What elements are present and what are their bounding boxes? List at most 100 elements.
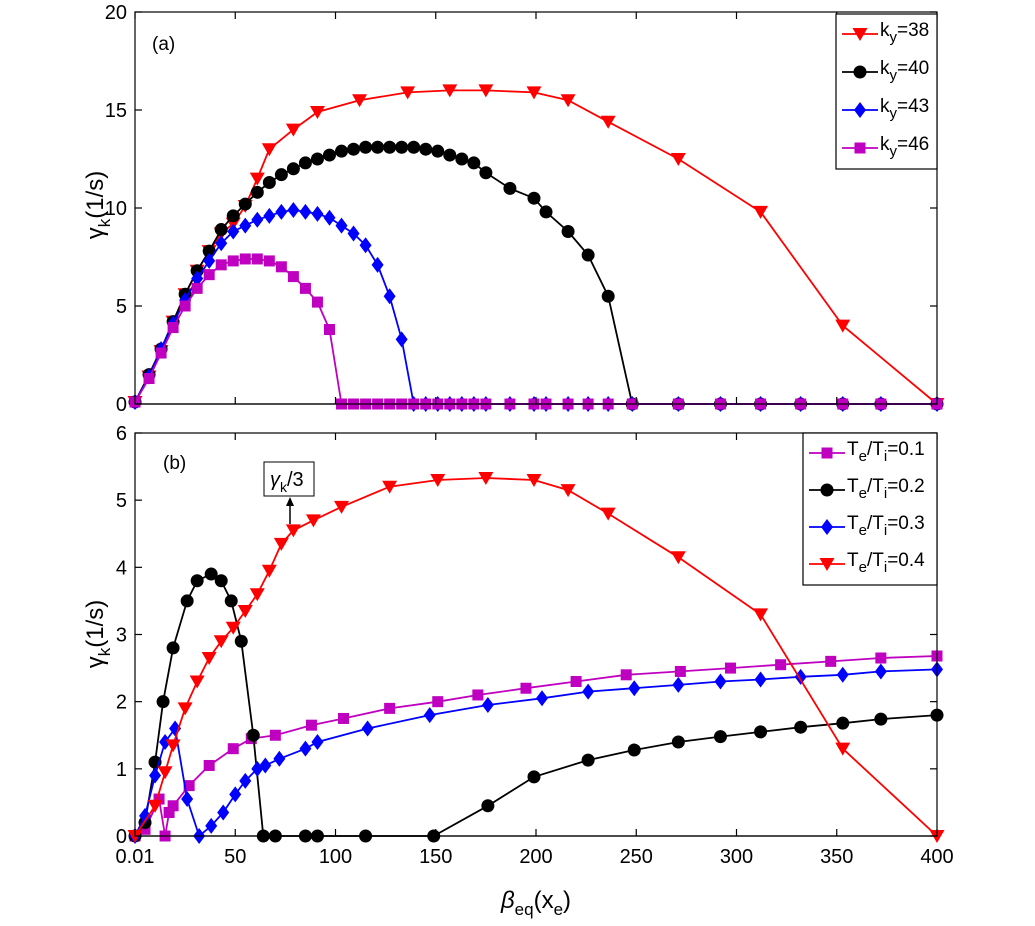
panel-b-frame	[134, 432, 938, 837]
data-point	[202, 244, 216, 258]
x-axis-label-sub2: e	[554, 900, 563, 919]
data-point	[754, 725, 768, 739]
data-point	[261, 143, 277, 157]
data-point	[561, 225, 575, 239]
legend-marker	[821, 519, 833, 535]
legend-label: Te/Ti=0.4	[847, 550, 925, 576]
panel-a-ylabel: γk(1/s)	[82, 171, 114, 240]
data-point	[620, 669, 632, 681]
data-point	[383, 288, 396, 305]
data-point	[794, 668, 807, 685]
data-point	[582, 683, 595, 700]
series-T_e/T_i=0.3	[129, 661, 943, 844]
data-point	[149, 767, 162, 784]
data-point	[250, 185, 264, 199]
panel-b-ylabel-main: γ	[82, 656, 109, 668]
data-point	[581, 248, 595, 262]
data-point	[335, 144, 349, 158]
legend-label-part: /T	[867, 439, 884, 460]
data-point	[835, 319, 851, 333]
annotation-rest: /3	[287, 469, 304, 491]
legend-label-part: =0.1	[887, 439, 925, 460]
data-point	[714, 673, 727, 690]
legend-entry: ky=46	[842, 134, 929, 160]
data-point	[311, 733, 324, 750]
legend-label: Te/Ti=0.1	[847, 439, 925, 465]
legend-label-part: k	[880, 20, 890, 41]
y-tick-label: 5	[116, 296, 127, 318]
legend-marker	[853, 65, 867, 79]
data-point	[395, 331, 408, 348]
legend-label-part: y	[890, 105, 898, 122]
data-point	[527, 191, 541, 205]
data-point	[147, 799, 163, 813]
data-point	[455, 152, 469, 166]
legend-label-part: k	[880, 96, 890, 117]
legend-label: ky=40	[880, 58, 929, 84]
data-point	[311, 296, 323, 308]
panel-a-ylabel-main: γ	[82, 227, 109, 239]
data-point	[481, 799, 495, 813]
panel-a-ticks: 0 5 10 15 20	[105, 2, 938, 416]
legend-label-part: T	[847, 513, 859, 534]
data-point	[275, 261, 287, 273]
data-point	[371, 256, 384, 273]
data-point	[311, 205, 324, 222]
data-point	[215, 235, 228, 252]
data-point	[442, 84, 458, 98]
data-point	[467, 156, 481, 170]
data-point	[157, 766, 173, 780]
data-point	[600, 507, 616, 521]
data-point	[835, 742, 851, 756]
data-point	[287, 271, 299, 283]
data-point	[627, 743, 641, 757]
data-point	[239, 253, 251, 265]
data-point	[478, 84, 494, 98]
data-point	[825, 655, 837, 667]
series-T_e/T_i=0.2	[128, 567, 944, 843]
data-point	[263, 255, 275, 267]
legend-label-part: e	[859, 522, 867, 539]
series-line	[134, 655, 938, 837]
data-point	[204, 567, 218, 581]
data-point	[875, 652, 887, 664]
x-axis-label-beta: β	[500, 887, 515, 914]
data-point	[323, 209, 336, 226]
legend-label-part: i	[884, 448, 887, 465]
data-point	[298, 156, 312, 170]
data-point	[359, 237, 372, 254]
series-line	[134, 258, 937, 405]
x-axis-label-sub: eq	[515, 900, 534, 919]
data-point	[273, 750, 286, 767]
panel-b-ylabel: γk(1/s)	[82, 600, 114, 669]
panel-b-ylabel-rest: (1/s)	[82, 600, 109, 648]
panel-b-annotation: γk/3	[263, 461, 315, 524]
x-axis-label: βeq(xe)	[500, 887, 571, 919]
data-point	[520, 682, 532, 694]
data-point	[261, 564, 277, 578]
data-point	[181, 791, 194, 808]
data-point	[478, 472, 494, 486]
series-k_y=46	[129, 253, 943, 410]
panel-b-label: (b)	[163, 453, 186, 474]
data-point	[309, 105, 325, 119]
data-point	[226, 209, 240, 223]
x-tick-label: 200	[519, 846, 552, 868]
series-line	[134, 89, 938, 405]
legend-marker	[821, 447, 833, 459]
data-point	[299, 203, 312, 220]
data-point	[443, 148, 457, 162]
legend-entry: ky=38	[842, 20, 929, 46]
data-point	[259, 757, 272, 774]
data-point	[191, 282, 203, 294]
legend-label-part: i	[884, 559, 887, 576]
panel-a-ylabel-sub: k	[95, 218, 114, 227]
x-tick-label: 300	[720, 846, 753, 868]
data-point	[165, 739, 181, 753]
legend-label: Te/Ti=0.2	[847, 476, 925, 502]
y-tick-label: 3	[116, 625, 127, 647]
data-point	[167, 800, 179, 812]
legend-label-part: =46	[897, 134, 929, 155]
data-point	[167, 322, 179, 334]
